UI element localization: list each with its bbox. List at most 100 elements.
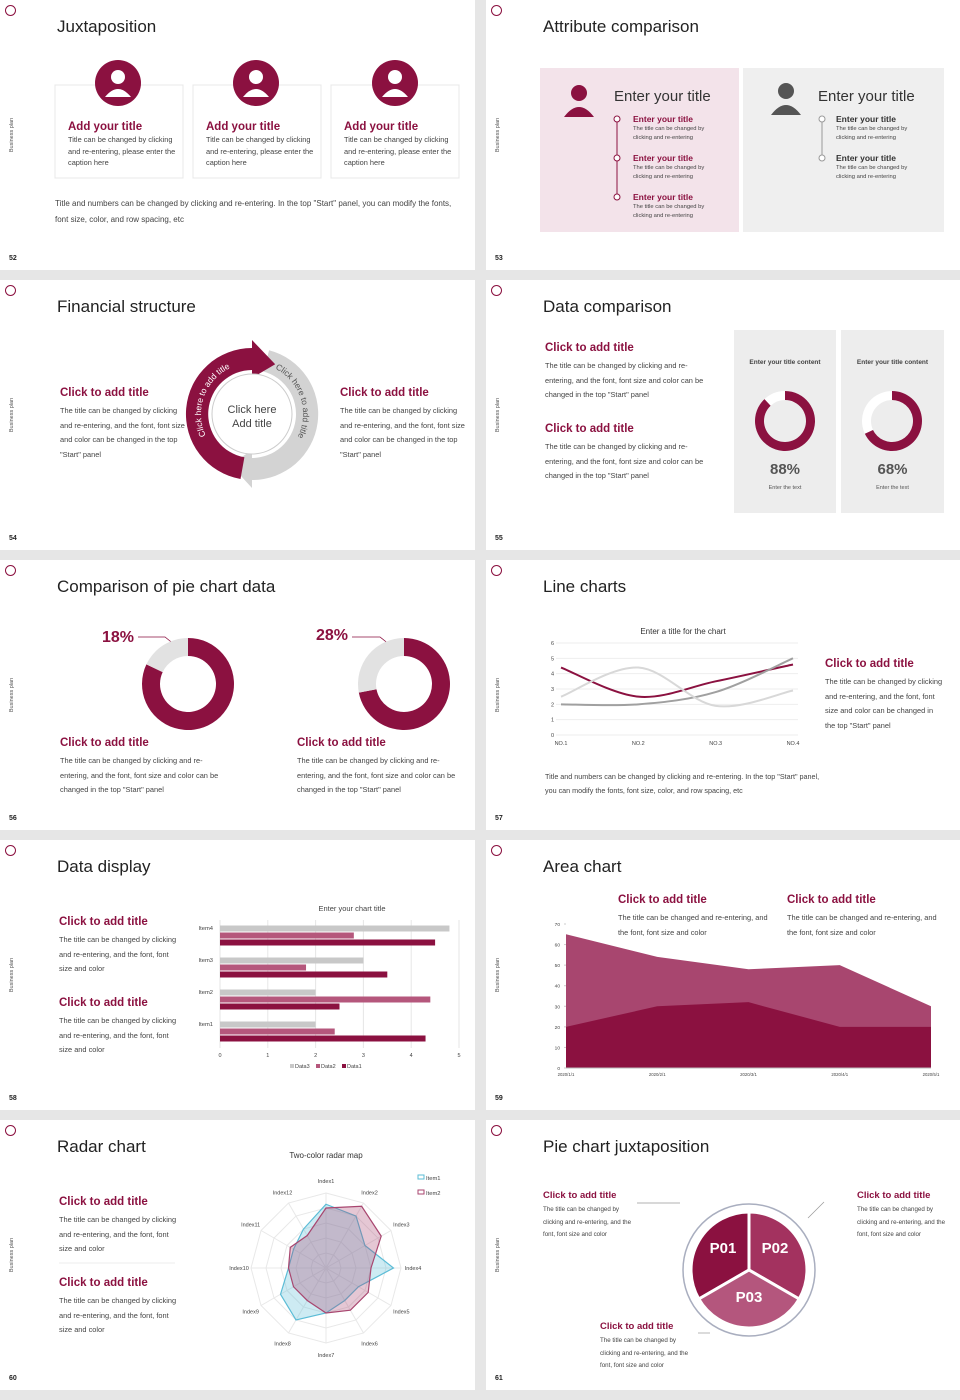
donut-rest [862,391,892,434]
item-text: The title can be changed by clicking and… [633,126,705,141]
side-label: Business plan [495,1237,501,1273]
donut-segment [864,391,922,451]
line [560,663,794,698]
segment-label: P01 [710,1240,737,1257]
y-tick-label: 70 [555,922,561,928]
donut-segment [358,638,404,693]
page-number: 55 [495,535,503,542]
item-title: Enter your title [836,153,896,163]
logo [491,565,502,576]
block-text: The title can be changed by clicking and… [60,756,219,794]
block-text: The title can be changed by clicking and… [545,361,704,399]
y-tick-label: Item3 [199,958,214,964]
card-title: Add your title [344,121,419,133]
chart-title: Enter your chart title [318,904,385,913]
item-text: The title can be changed by clicking and… [836,126,908,141]
logo [491,1125,502,1136]
axis-label: Index5 [393,1310,410,1316]
side-label: Business plan [495,397,501,433]
y-tick-label: Item4 [199,926,214,932]
legend-label: Item1 [426,1176,441,1182]
panel-caption: Enter the text [768,485,802,491]
slide-title: Comparison of pie chart data [57,577,276,596]
x-tick-label: 4 [410,1053,413,1059]
y-tick-label: 30 [555,1004,561,1010]
radar-area [287,1205,382,1314]
slide: Comparison of pie chart data 18% 28% Cli… [0,560,475,830]
panel-title: Enter your title [818,88,915,105]
value-label: 88% [769,461,801,478]
block-title: Click to add title [857,1190,931,1201]
y-tick-label: 2 [551,702,554,708]
x-tick-label: 2020/2/1 [649,1072,666,1077]
chart: Enter a title for the chart 0 1 2 3 4 5 6 NO.1 NO… [551,627,799,747]
axis-label: Index3 [393,1223,410,1229]
x-tick-label: NO.3 [709,741,722,747]
bar [220,1021,316,1028]
axis-label: Index10 [229,1266,249,1272]
slide-decor [540,68,944,232]
block-title: Click to add title [59,916,148,928]
slide-title: Area chart [543,857,622,876]
legend-swatch [417,1174,425,1180]
slide-title: Financial structure [57,297,196,316]
block-title: Click to add title [618,894,707,906]
side-label: Business plan [495,677,501,713]
radar-spoke [325,1230,392,1269]
slide-decor [54,60,460,179]
side-label: Business plan [9,677,15,713]
block-text: The title can be changed by clicking and… [825,677,943,730]
legend-label: Data3 [295,1064,310,1070]
slide: Juxtaposition Add your title Title can b… [0,0,475,270]
axis-label: Index6 [361,1341,378,1347]
panel-caption: Enter the text [876,485,909,491]
card-title: Add your title [206,121,281,133]
y-tick-label: 6 [551,641,554,647]
slide-title: Pie chart juxtaposition [543,1137,710,1156]
block-title: Click to add title [60,737,149,749]
legend-label: Data1 [347,1064,362,1070]
bar [220,939,436,946]
logo [5,5,16,16]
axis-label: Index8 [274,1341,291,1347]
center-label: Click here [228,404,277,416]
x-tick-label: 5 [457,1053,460,1059]
card-text: Title can be changed by clicking and re-… [68,135,176,167]
slide-decor [734,330,944,513]
slide: Two-color radar map Index1 Index2 Index3 Ind… [0,1120,475,1390]
center-label: Add title [232,418,272,430]
page-number: 61 [495,1375,503,1382]
page-number: 58 [9,1095,17,1102]
y-tick-label: 4 [551,672,554,678]
legend-swatch [417,1189,425,1195]
side-label: Business plan [9,397,15,433]
segment-label: P02 [762,1240,789,1257]
slide-decor [138,636,450,730]
y-tick-label: 3 [551,687,554,693]
block-text: The title can be changed by clicking and… [340,406,465,459]
bar [220,957,364,964]
logo [5,1125,16,1136]
block-title: Click to add title [59,1277,148,1289]
side-label: Business plan [495,957,501,993]
page-number: 52 [9,255,17,262]
page-number: 56 [9,815,17,822]
x-tick-label: 0 [218,1053,221,1059]
chart-title: Enter a title for the chart [640,627,726,636]
block-title: Click to add title [60,387,149,399]
block-text: The title can be changed by clicking and… [59,1296,177,1334]
chart: Enter your chart title 0 1 2 3 4 5 Item1 Item2 It… [199,904,461,1070]
logo [5,565,16,576]
slide-decor: Click here to add title Click here to ad… [185,340,319,488]
value-label: 68% [877,461,908,478]
logo [5,285,16,296]
y-tick-label: 20 [555,1025,561,1031]
axis-label: Index1 [318,1179,335,1185]
axis-label: Index12 [273,1191,293,1197]
slide: Attribute comparison Enter your title En… [486,0,960,270]
donut-segment [146,638,188,673]
block-text: The title can be changed by clicking and… [545,442,704,480]
block-text: The title can be changed by clicking and… [297,756,456,794]
bar [220,971,388,978]
note: Title and numbers can be changed by clic… [545,772,820,795]
